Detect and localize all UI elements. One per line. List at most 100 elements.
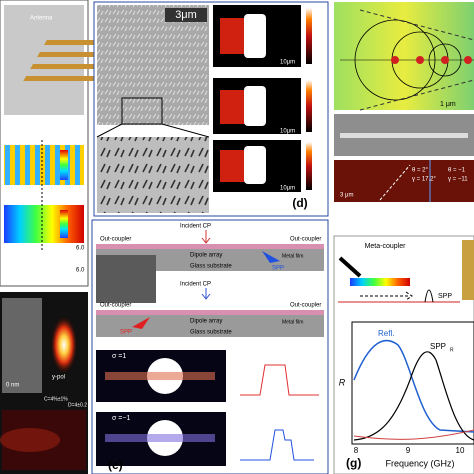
colorbar [60,210,68,238]
metal-film-label: Metal film [282,253,303,259]
axis-tick: 6.0 [76,246,85,252]
x-tick-label: 9 [406,446,411,455]
spp-beam [132,317,150,329]
panel-c: 0 nm y-pol C=4%±1% D=4±0.2 [0,292,88,474]
source [464,56,472,64]
sem-slit [340,133,468,138]
meta-coupler [350,278,410,286]
x-tick-label: 8 [354,446,359,455]
axis-tick: 6.0 [76,268,85,274]
colorbar [306,80,312,132]
meta-coupler-title: Meta-coupler [365,243,407,250]
cone-line [359,79,474,111]
spp-glow [105,434,215,442]
profile-line [240,364,319,396]
y-axis-label: R [339,377,346,387]
hole [244,86,266,126]
source [391,56,399,64]
angle-label: θ = −1 [448,168,466,174]
out-coupler: Out-coupler [290,237,321,243]
antenna-row [30,64,104,69]
x-tick-label: 10 [456,446,465,455]
metal-film [96,244,324,249]
scale-label: 3μm [175,9,197,21]
scale-label: 10μm [280,129,295,135]
metal-film-label: Metal film [282,319,303,325]
field-map [4,205,84,243]
angle-label: γ = 17.2° [412,177,437,183]
zoom-line [161,123,210,138]
scale-box [165,8,207,22]
incident-arrow [201,288,211,300]
metal-film [96,310,324,315]
colorbar [306,8,312,64]
field-map [4,145,84,185]
antenna-row [37,52,110,57]
dipole-label: Dipole array [190,319,222,325]
map-3: 10μm [213,140,312,192]
out-coupler: Out-coupler [100,237,131,243]
source [441,56,449,64]
map-1: 10μm [213,5,312,67]
angle-label: θ = 2° [412,168,429,174]
sigma-label: σ =1 [112,353,126,360]
dipole-label: Dipole array [190,253,222,259]
substrate [96,315,324,337]
sample-photo [462,240,474,300]
panel-label: (d) [292,196,307,210]
incident-label: Incident CP [180,282,211,288]
out-coupler: Out-coupler [290,303,321,309]
other-curve [353,429,474,440]
antenna-photo [4,5,84,115]
sources [391,56,472,64]
antenna-rows [23,40,117,81]
spp-glow [105,372,215,380]
zoom-line [96,123,123,138]
sem-image [97,5,209,125]
hole [244,146,266,184]
antenna-row [23,76,97,81]
out-coupler: Out-coupler [100,303,131,309]
emission-spot [50,315,78,375]
incident-arrow [338,256,362,278]
spp-label: SPP [120,330,132,336]
wave-angle [379,164,411,201]
colorbar [306,142,312,190]
field-map [334,160,474,202]
panel-f: 1 μm θ = 2° γ = 17.2° θ = −1 γ = −11 3 μ… [334,2,474,202]
spp-curve [353,351,474,441]
d-value: D=4±0.2 [68,402,87,408]
hole [244,14,266,58]
sem-inset [96,255,156,303]
panel-g: Meta-coupler SPP R Refl. SPP R 8 9 10 Fr… [333,235,474,474]
legend-spp-sub: R [450,347,454,353]
scale-label: 3 μm [340,193,353,199]
refl-curve [353,339,474,433]
scale-label: 10μm [280,186,295,192]
profile-line [240,429,314,461]
zoom-box [121,97,163,125]
sigma-label: σ =−1 [112,415,130,422]
c-value: C=4%±1% [44,396,68,402]
cone-line [359,9,474,41]
angle-label: γ = −11 [448,177,468,183]
antenna-label: Antenna [30,16,53,22]
scale-label: 1 μm [440,101,456,108]
legend-spp: SPP [430,342,446,351]
sem-image [2,298,42,393]
pol-label: y-pol [52,375,65,381]
substrate-label: Glass substrate [190,330,232,336]
incident-arrow [201,230,211,244]
panel-d: 3μm 10μm 10μm 10μm (d) [93,1,329,217]
spp-label: SPP [272,266,284,272]
panel-label: (e) [108,458,123,472]
field-lobe [0,428,60,452]
x-axis-label: Frequency (GHz) [385,458,454,468]
colorbar [60,150,68,180]
scale-label: 10μm [280,60,295,66]
panel-e: Incident CP Out-coupler Out-coupler Meta… [91,219,329,474]
sem-zoom [97,137,209,213]
